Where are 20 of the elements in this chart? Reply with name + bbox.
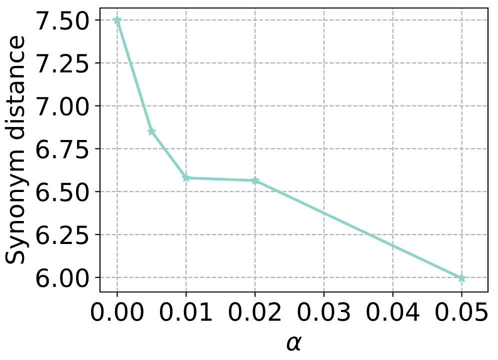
y-tick-label: 7.00 — [36, 96, 89, 116]
x-tick-label: 0.01 — [160, 302, 212, 322]
x-tick-label: 0.03 — [298, 302, 350, 322]
x-tick-label: 0.04 — [366, 302, 420, 322]
x-tick-label: 0.05 — [436, 302, 488, 322]
x-tick-label: 0.02 — [228, 302, 280, 322]
y-tick-label: 6.00 — [36, 268, 89, 288]
x-tick-label: 0.00 — [91, 302, 144, 322]
point — [457, 273, 466, 282]
y-tick-label: 7.25 — [36, 54, 88, 73]
y-tick-label: 7.50 — [36, 10, 89, 30]
x-axis-title: α — [286, 336, 302, 351]
y-tick-label: 6.75 — [36, 140, 88, 159]
point — [250, 176, 260, 185]
y-tick-label: 6.25 — [36, 225, 88, 244]
y-axis-title: Synonym distance — [4, 36, 30, 264]
point — [147, 126, 156, 136]
point — [181, 173, 191, 182]
point — [112, 15, 122, 24]
y-tick-label: 6.50 — [36, 182, 89, 202]
